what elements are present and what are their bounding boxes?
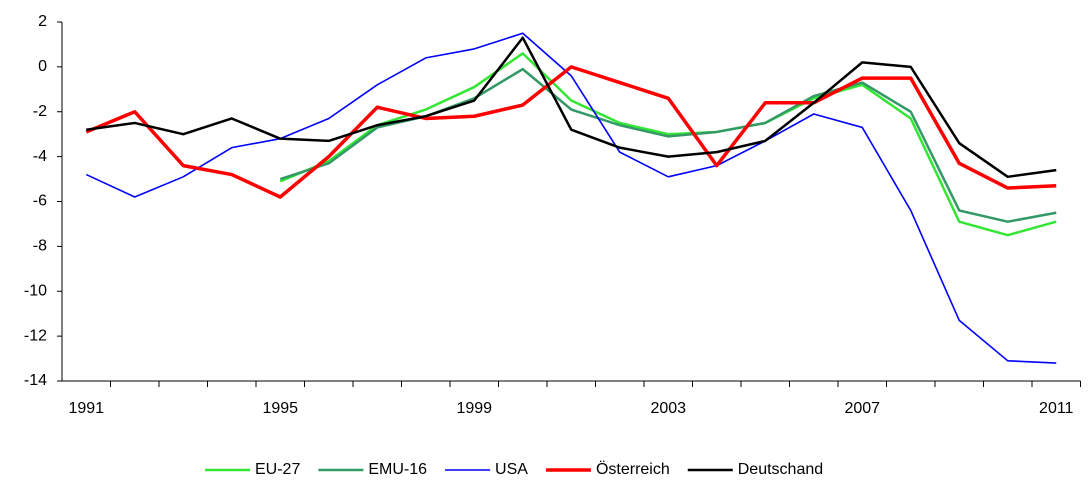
y-tick-label: -10 — [24, 282, 47, 299]
y-tick-label: 0 — [38, 58, 47, 75]
y-tick-label: -6 — [33, 193, 47, 210]
y-tick-label: -14 — [24, 372, 47, 389]
series-line — [279, 52, 1057, 237]
series-line — [85, 65, 1057, 199]
x-tick-label: 1999 — [456, 400, 492, 417]
y-tick-label: -12 — [24, 327, 47, 344]
x-tick-label: 2003 — [650, 400, 686, 417]
series-line — [279, 67, 1057, 223]
legend-label: EU-27 — [255, 461, 300, 478]
legend-label: USA — [495, 461, 528, 478]
y-tick-label: -8 — [33, 238, 47, 255]
legend-label: EMU-16 — [368, 461, 427, 478]
x-tick-label: 1995 — [262, 400, 298, 417]
x-tick-label: 2007 — [844, 400, 880, 417]
x-tick-label: 2011 — [1039, 400, 1074, 417]
legend-label: Österreich — [596, 460, 670, 478]
series-line — [85, 32, 1057, 364]
y-tick-label: -4 — [33, 148, 47, 165]
x-tick-label: 1991 — [68, 400, 104, 417]
legend-label: Deutschand — [738, 461, 823, 478]
series-line — [86, 36, 1057, 179]
legend: EU-27 EMU-16 USA Österreich Deutschand — [205, 460, 823, 478]
y-tick-label: -2 — [33, 103, 47, 120]
y-tick-label: 2 — [38, 13, 47, 30]
